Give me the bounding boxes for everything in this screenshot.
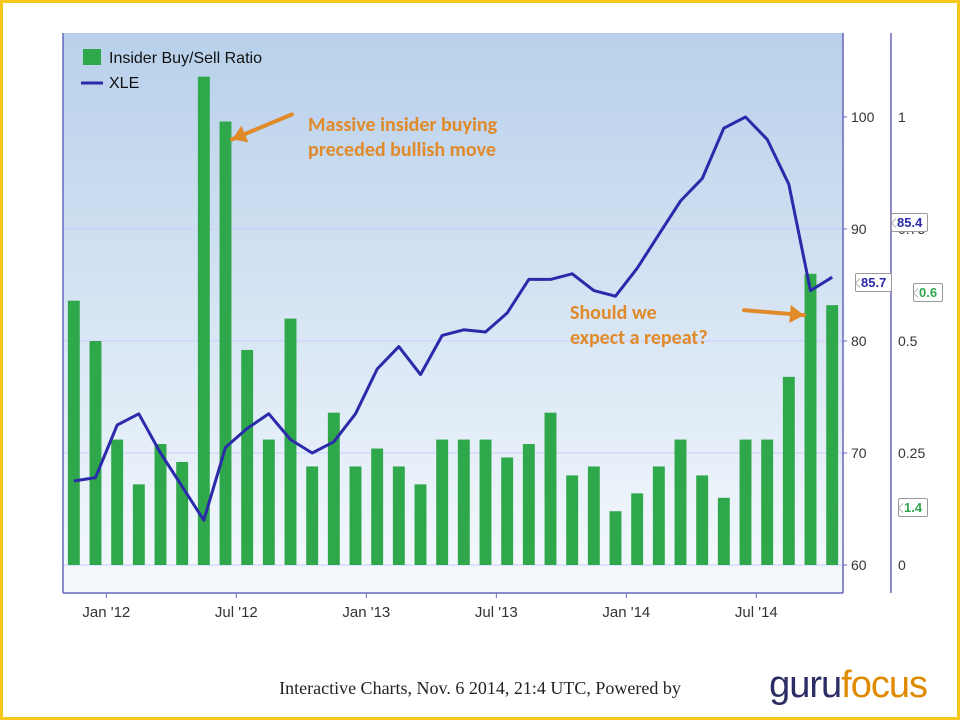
svg-text:60: 60: [851, 557, 867, 573]
value-flag-ratio-current: 0.6: [913, 283, 943, 302]
svg-text:Insider Buy/Sell Ratio: Insider Buy/Sell Ratio: [109, 50, 262, 67]
gurufocus-logo: gurufocus: [769, 664, 927, 707]
svg-text:Jan '14: Jan '14: [602, 604, 650, 621]
value-flag-xle-current: 85.4: [891, 213, 928, 232]
svg-text:70: 70: [851, 445, 867, 461]
svg-text:80: 80: [851, 333, 867, 349]
logo-part2: focus: [841, 664, 927, 706]
svg-text:1: 1: [898, 109, 906, 125]
svg-text:Jul '12: Jul '12: [215, 604, 258, 621]
chart-svg: 6070809010000.250.50.751Jan '12Jul '12Ja…: [33, 23, 933, 653]
chart-frame: 6070809010000.250.50.751Jan '12Jul '12Ja…: [0, 0, 960, 720]
svg-text:0: 0: [898, 557, 906, 573]
svg-text:0.25: 0.25: [898, 445, 925, 461]
svg-text:XLE: XLE: [109, 75, 139, 92]
chart-wrap: 6070809010000.250.50.751Jan '12Jul '12Ja…: [33, 23, 933, 653]
value-flag-xle-last: 85.7: [855, 273, 892, 292]
svg-text:0.5: 0.5: [898, 333, 918, 349]
svg-text:100: 100: [851, 109, 875, 125]
svg-text:Jan '12: Jan '12: [82, 604, 130, 621]
value-flag-ratio-extra: 1.4: [898, 498, 928, 517]
svg-text:Jan '13: Jan '13: [342, 604, 390, 621]
svg-text:Jul '14: Jul '14: [735, 604, 778, 621]
svg-text:90: 90: [851, 221, 867, 237]
svg-text:Jul '13: Jul '13: [475, 604, 518, 621]
logo-part1: guru: [769, 664, 841, 706]
